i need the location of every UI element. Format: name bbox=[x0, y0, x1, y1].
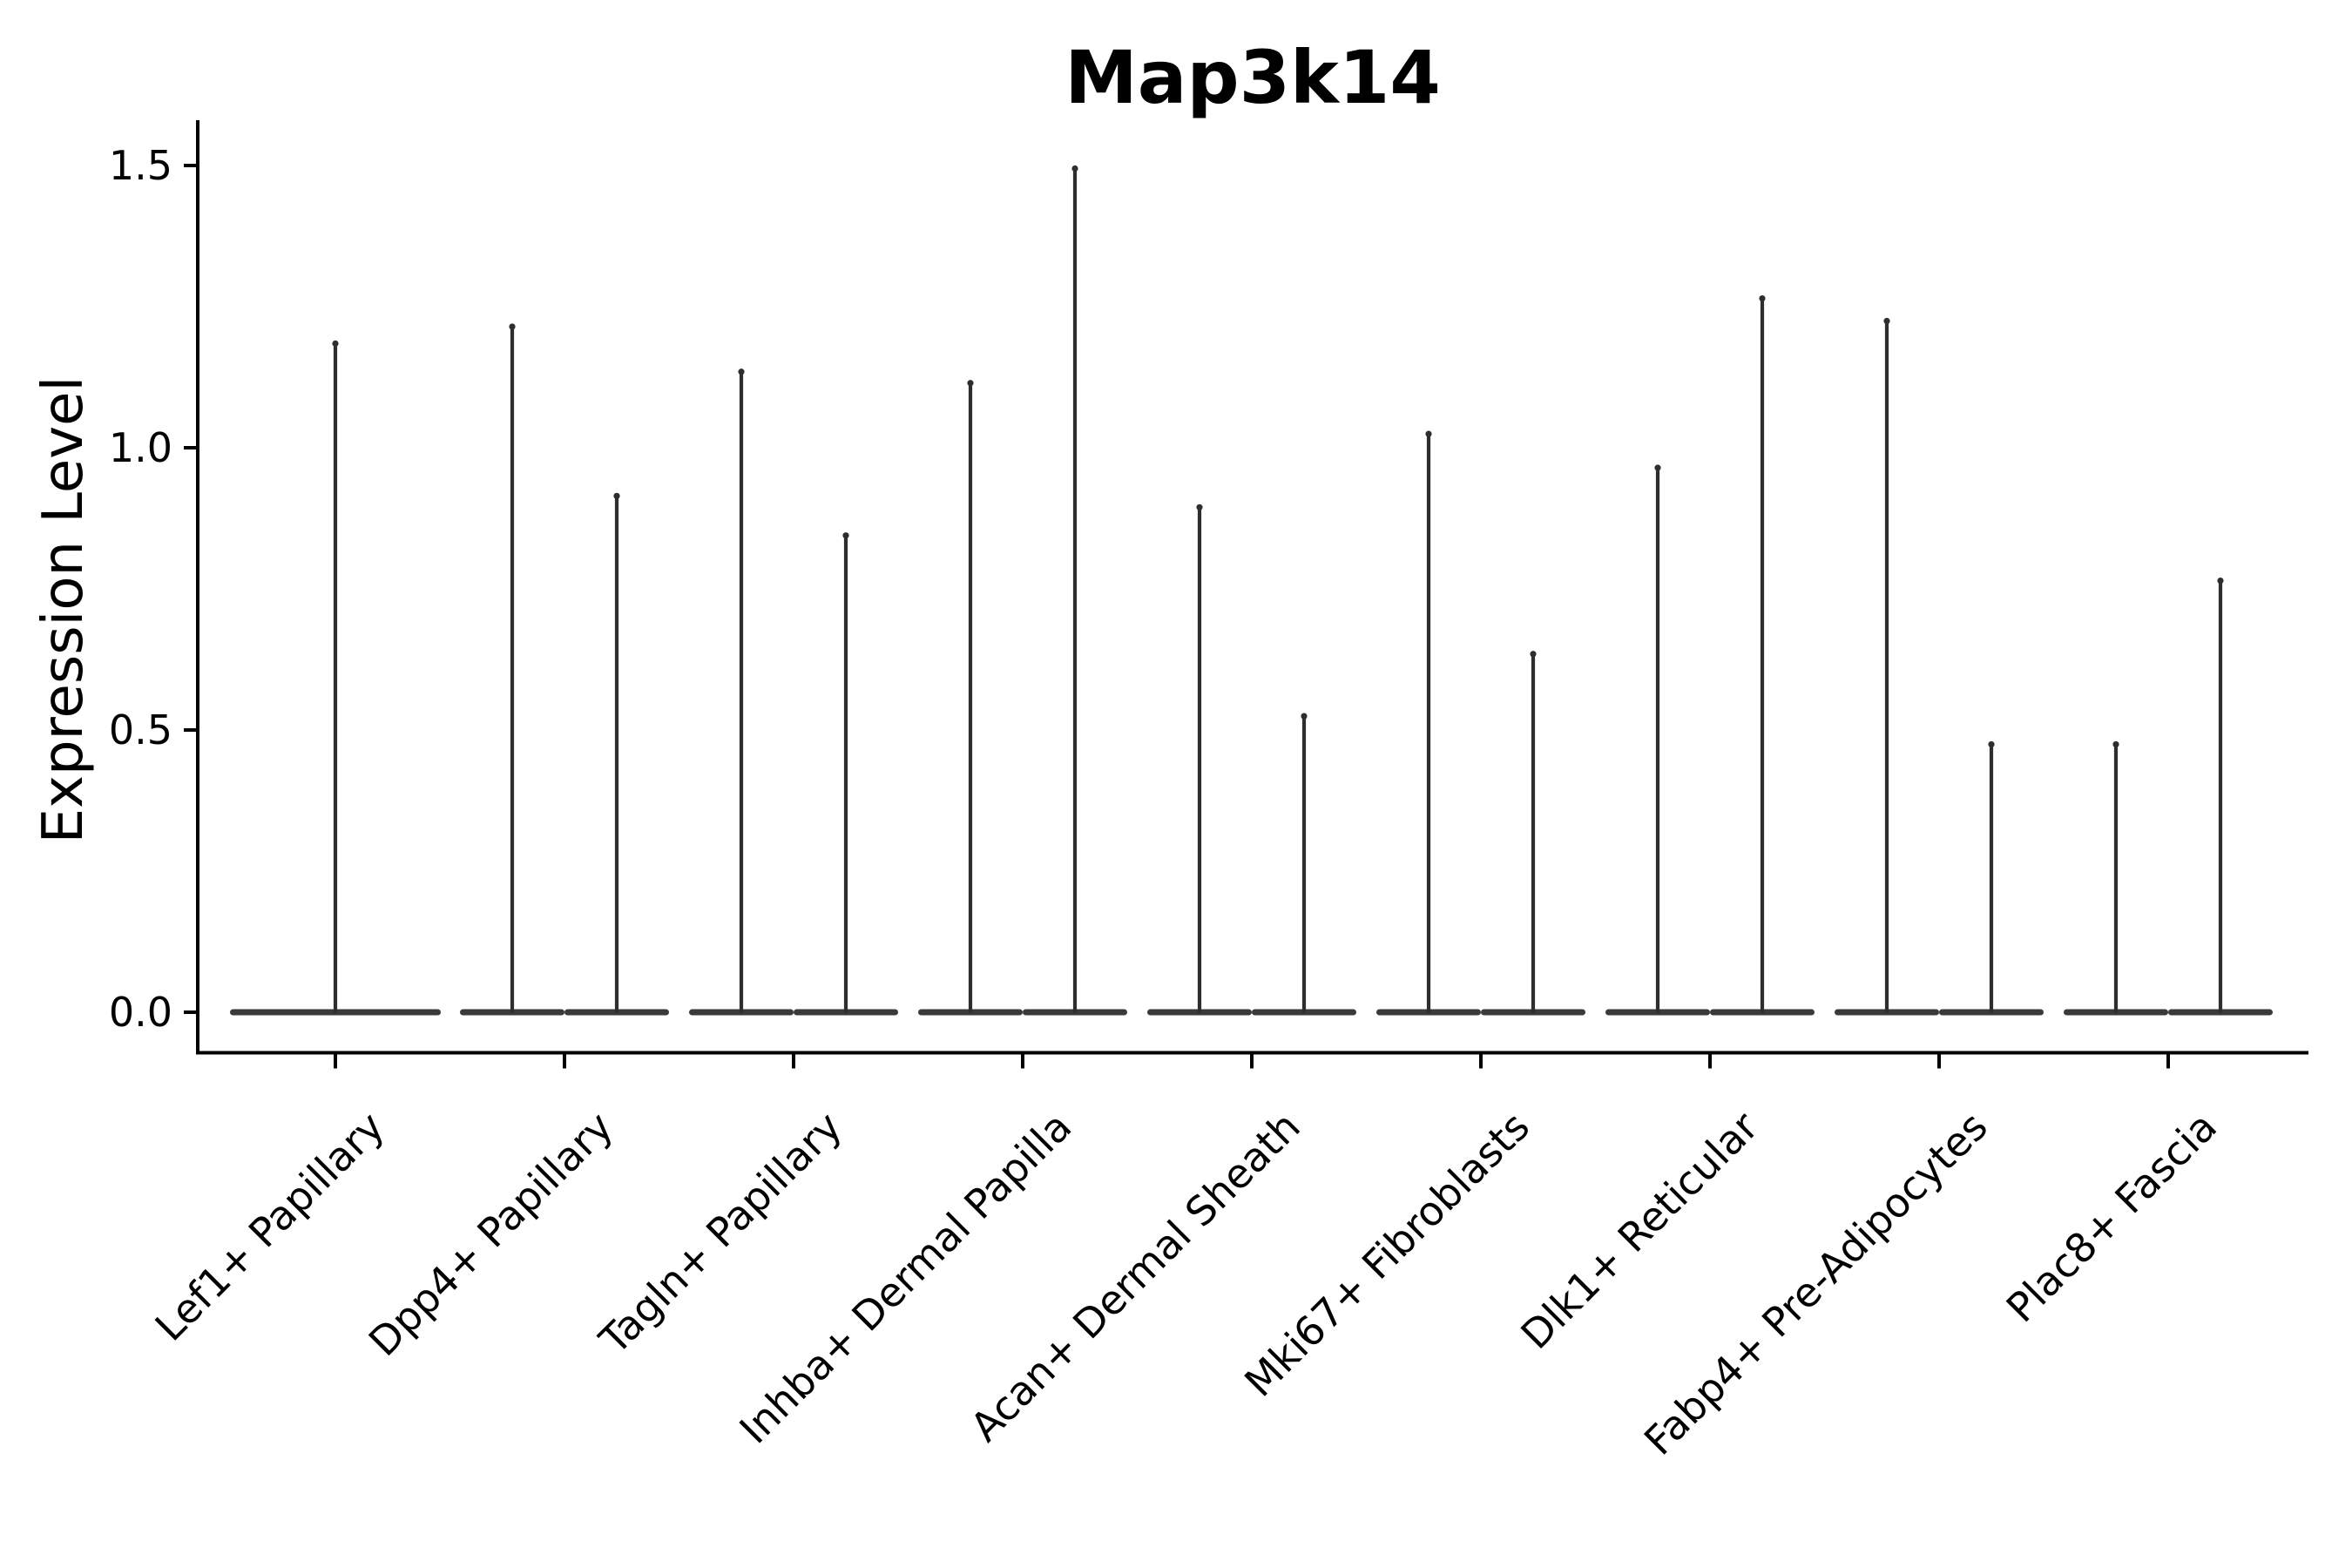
y-tick-label: 0.5 bbox=[109, 706, 172, 754]
violin-spike-tip bbox=[2217, 577, 2224, 585]
violin-spike-tip bbox=[842, 532, 849, 539]
y-tick-label: 1.0 bbox=[109, 424, 172, 471]
violin-spike-tip bbox=[1654, 464, 1661, 471]
violin-spike-tip bbox=[1530, 651, 1537, 658]
page-title: Map3k14 bbox=[1064, 35, 1441, 120]
violin-spike-tip bbox=[2112, 740, 2119, 748]
violin-spike-tip bbox=[1301, 713, 1308, 720]
violin-spike-tip bbox=[1425, 430, 1432, 437]
violin-spike-tip bbox=[1759, 294, 1766, 302]
violin-spike-tip bbox=[509, 323, 516, 330]
violin-spike-tip bbox=[738, 368, 745, 375]
violin-spike-tip bbox=[1196, 504, 1203, 510]
violin-spike-tip bbox=[613, 492, 620, 499]
violin-spike-tip bbox=[1988, 740, 1995, 748]
violin-spike-tip bbox=[1071, 165, 1078, 172]
violin-spike-tip bbox=[1883, 317, 1890, 325]
violin-spike-tip bbox=[967, 380, 974, 387]
y-tick-label: 1.5 bbox=[109, 142, 172, 189]
y-tick-label: 0.0 bbox=[109, 989, 172, 1036]
violin-spike-tip bbox=[332, 340, 339, 347]
